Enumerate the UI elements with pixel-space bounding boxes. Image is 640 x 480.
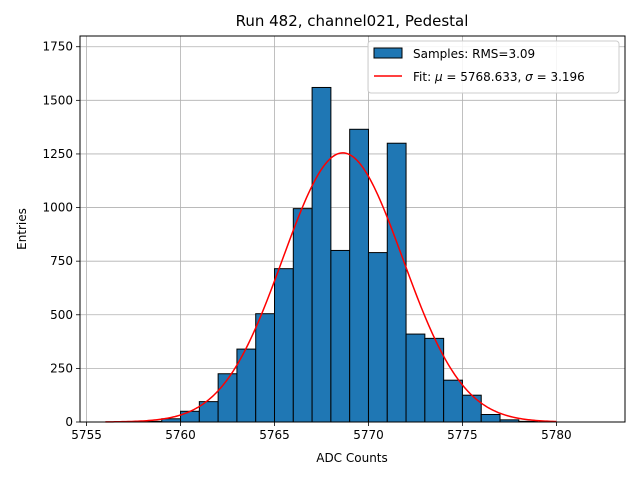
histogram-bar: [180, 410, 200, 423]
legend-fit-prefix: Fit:: [413, 70, 435, 84]
legend-fit-mu-symbol: μ: [434, 70, 443, 84]
histogram-bar: [292, 208, 313, 423]
y-tick-label: 500: [50, 308, 73, 322]
y-tick-label: 1000: [42, 201, 73, 215]
legend-box: [367, 40, 620, 94]
legend-fit-label: Fit: μ = 5768.633, σ = 3.196: [413, 70, 585, 84]
histogram-bar: [405, 333, 426, 423]
y-axis-label: Entries: [15, 208, 29, 250]
histogram-bar: [274, 268, 294, 423]
gaussian-fit-line: [105, 152, 557, 423]
legend-fit-sigma-symbol: σ: [525, 70, 533, 84]
x-tick-label: 5770: [353, 428, 384, 442]
histogram-bar: [461, 394, 482, 423]
legend: Samples: RMS=3.09 Fit: μ = 5768.633, σ =…: [367, 40, 620, 94]
legend-fit-mu-value: = 5768.633,: [443, 70, 526, 84]
histogram-bar: [255, 313, 276, 423]
x-axis-label: ADC Counts: [316, 451, 388, 465]
x-tick-label: 5765: [259, 428, 290, 442]
y-tick-label: 1750: [42, 40, 73, 54]
histogram-bar: [443, 379, 463, 423]
y-tick-label: 1250: [42, 147, 73, 161]
y-tick-label: 750: [50, 254, 73, 268]
x-tick-label: 5780: [541, 428, 572, 442]
legend-fit-sigma-value: = 3.196: [533, 70, 585, 84]
chart-title: Run 482, channel021, Pedestal: [236, 12, 469, 30]
histogram-bar: [349, 128, 369, 423]
y-tick-label: 250: [50, 361, 73, 375]
histogram-bar: [311, 86, 332, 423]
histogram-bars: [142, 86, 539, 423]
histogram-bar: [367, 252, 388, 423]
histogram-bar: [480, 413, 501, 423]
axis-ticks: 5755 5760 5765 5770 5775 5780 0 250 500 750 1000 12…: [42, 40, 571, 442]
histogram-bar: [386, 142, 407, 423]
x-tick-label: 5775: [447, 428, 478, 442]
y-tick-label: 1500: [42, 93, 73, 107]
x-tick-label: 5755: [71, 428, 102, 442]
legend-samples-swatch: [373, 47, 403, 59]
legend-samples-label: Samples: RMS=3.09: [413, 47, 535, 61]
plot-frame: [79, 35, 626, 423]
x-tick-label: 5760: [165, 428, 196, 442]
histogram-bar: [217, 373, 238, 423]
fit-curve-layer: [105, 152, 557, 423]
y-tick-label: 0: [65, 415, 73, 429]
histogram-bar: [330, 249, 351, 423]
